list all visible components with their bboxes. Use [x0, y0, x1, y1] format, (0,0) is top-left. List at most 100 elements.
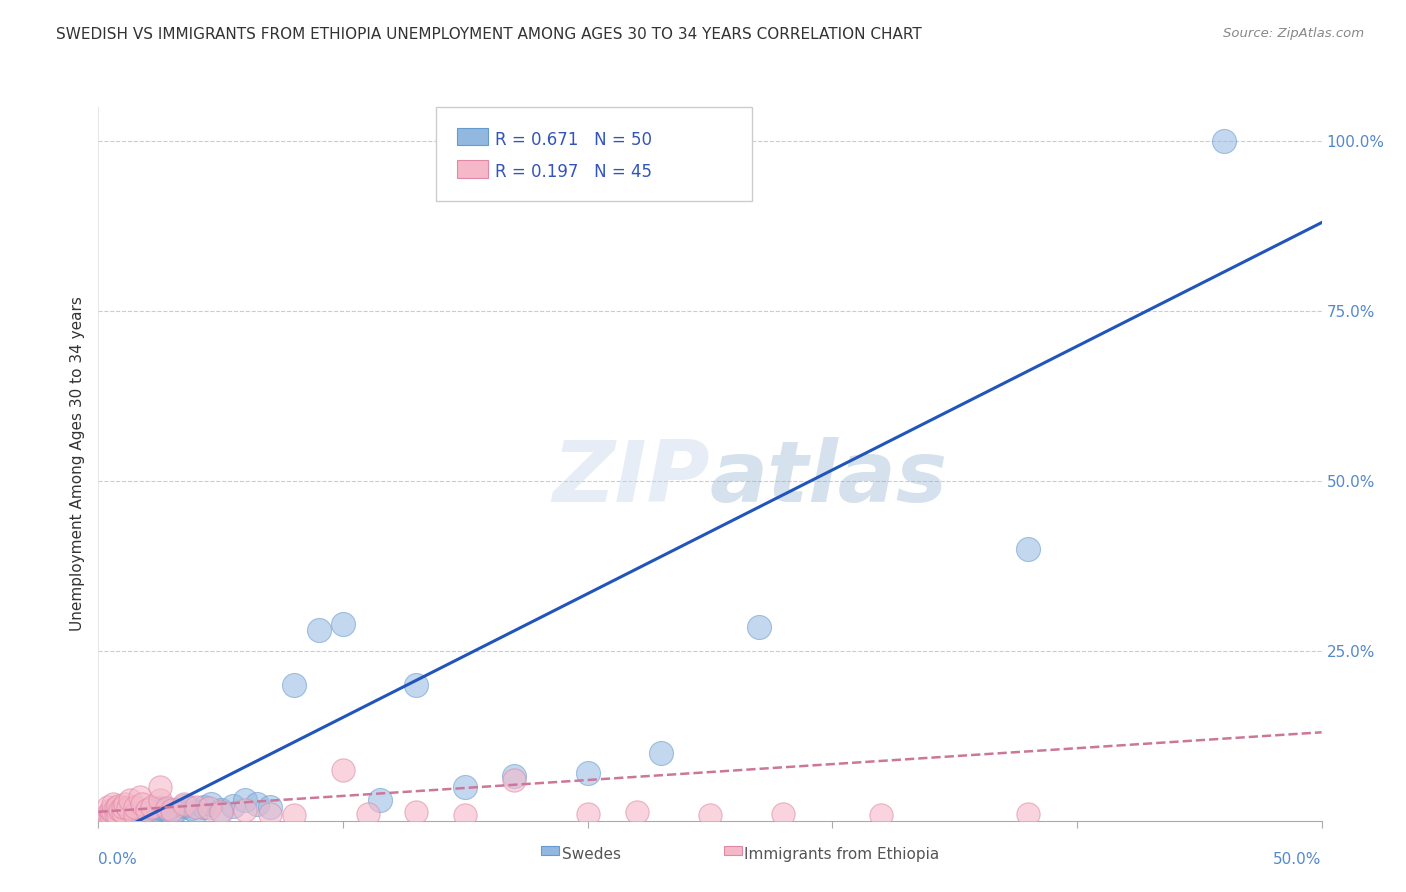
Point: [120, 793, 142, 807]
Point: [233, 793, 256, 807]
Point: [129, 789, 152, 804]
Point: [748, 620, 770, 634]
Point: [136, 804, 159, 818]
Point: [332, 616, 354, 631]
Point: [283, 808, 305, 822]
Text: SWEDISH VS IMMIGRANTS FROM ETHIOPIA UNEMPLOYMENT AMONG AGES 30 TO 34 YEARS CORRE: SWEDISH VS IMMIGRANTS FROM ETHIOPIA UNEM…: [56, 27, 922, 42]
Point: [110, 804, 132, 818]
Point: [101, 809, 124, 823]
Text: 50.0%: 50.0%: [1274, 852, 1322, 867]
Point: [405, 805, 427, 820]
Point: [124, 806, 146, 821]
Point: [283, 678, 305, 692]
Point: [110, 804, 132, 818]
Point: [1017, 541, 1039, 556]
Text: Source: ZipAtlas.com: Source: ZipAtlas.com: [1223, 27, 1364, 40]
Point: [308, 624, 330, 638]
Point: [111, 809, 134, 823]
Point: [136, 808, 159, 822]
Point: [124, 804, 146, 818]
Point: [186, 800, 208, 814]
Point: [107, 807, 129, 822]
Point: [127, 807, 149, 822]
Point: [772, 806, 794, 821]
Point: [101, 797, 124, 811]
Text: R = 0.197   N = 45: R = 0.197 N = 45: [495, 163, 652, 181]
Point: [200, 797, 222, 811]
Text: ZIP: ZIP: [553, 436, 710, 520]
Point: [209, 804, 232, 818]
Point: [503, 769, 526, 783]
Point: [699, 808, 721, 822]
Point: [101, 805, 124, 820]
Point: [180, 801, 202, 815]
Point: [193, 800, 215, 814]
Point: [149, 805, 172, 820]
Point: [124, 806, 146, 821]
Point: [259, 806, 281, 821]
Point: [197, 801, 219, 815]
Point: [233, 804, 256, 818]
Point: [626, 805, 648, 820]
Point: [149, 780, 172, 794]
Point: [156, 804, 179, 818]
Point: [503, 772, 526, 787]
Point: [246, 797, 269, 811]
Point: [332, 763, 354, 777]
Point: [97, 808, 120, 822]
Point: [94, 810, 117, 824]
Point: [160, 804, 183, 818]
Point: [576, 806, 599, 821]
Point: [1212, 134, 1234, 148]
Point: [100, 808, 122, 822]
Point: [368, 793, 391, 807]
Point: [259, 800, 281, 814]
Y-axis label: Unemployment Among Ages 30 to 34 years: Unemployment Among Ages 30 to 34 years: [70, 296, 86, 632]
Point: [97, 806, 120, 821]
Point: [356, 806, 378, 821]
Point: [160, 806, 183, 821]
Point: [104, 805, 127, 820]
Point: [173, 798, 195, 813]
Text: Immigrants from Ethiopia: Immigrants from Ethiopia: [744, 847, 939, 862]
Point: [156, 801, 179, 815]
Point: [173, 797, 195, 811]
Point: [114, 806, 136, 821]
Point: [166, 803, 188, 817]
Point: [1017, 806, 1039, 821]
Point: [111, 800, 134, 814]
Point: [107, 811, 129, 825]
Point: [141, 800, 163, 814]
Text: Swedes: Swedes: [561, 847, 620, 862]
Point: [111, 805, 134, 819]
Point: [100, 812, 122, 826]
Point: [124, 800, 146, 814]
Text: atlas: atlas: [710, 436, 948, 520]
Point: [209, 805, 232, 820]
Point: [101, 806, 124, 821]
Point: [650, 746, 672, 760]
Point: [576, 766, 599, 780]
Point: [107, 808, 129, 822]
Point: [149, 793, 172, 807]
Point: [104, 801, 127, 815]
Point: [121, 809, 143, 823]
Text: 0.0%: 0.0%: [98, 852, 138, 867]
Point: [111, 805, 134, 820]
Point: [454, 808, 477, 822]
Point: [117, 801, 139, 815]
Point: [131, 806, 153, 821]
Point: [131, 797, 153, 811]
Point: [149, 801, 172, 815]
Text: R = 0.671   N = 50: R = 0.671 N = 50: [495, 131, 652, 149]
Point: [186, 805, 208, 820]
Point: [107, 798, 129, 813]
Point: [114, 797, 136, 811]
Point: [94, 810, 117, 824]
Point: [97, 800, 120, 814]
Point: [222, 798, 245, 813]
Point: [870, 808, 893, 822]
Point: [405, 678, 427, 692]
Point: [141, 805, 163, 819]
Point: [104, 806, 127, 821]
